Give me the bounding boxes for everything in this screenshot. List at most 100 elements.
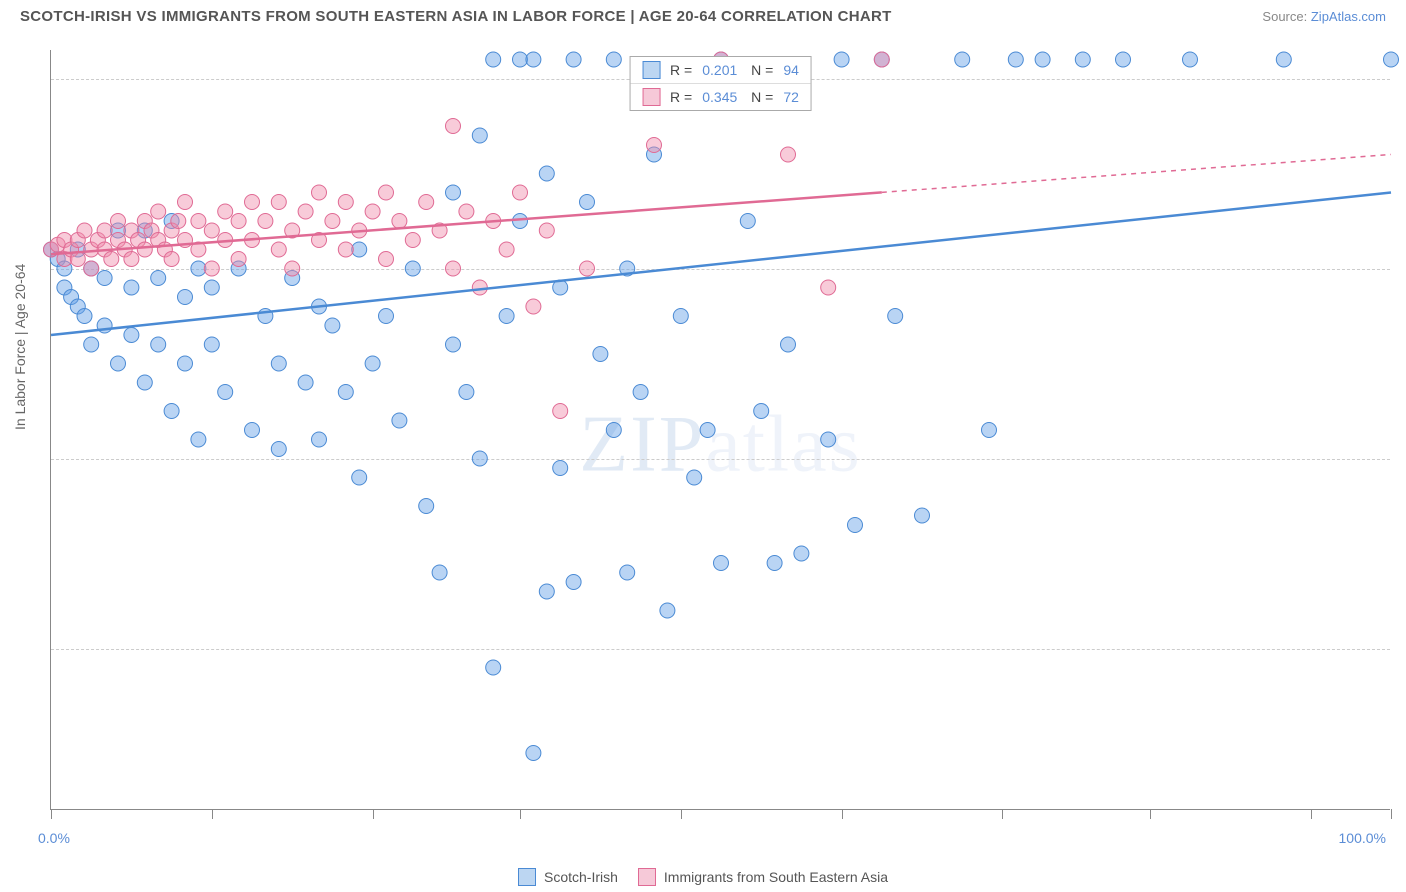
data-point [539, 166, 554, 181]
data-point [472, 280, 487, 295]
data-point [526, 746, 541, 761]
data-point [580, 195, 595, 210]
data-point [312, 185, 327, 200]
data-point [204, 223, 219, 238]
data-point [352, 470, 367, 485]
data-point [647, 138, 662, 153]
data-point [767, 556, 782, 571]
data-point [848, 518, 863, 533]
data-point [104, 252, 119, 267]
data-point [580, 261, 595, 276]
data-point [271, 195, 286, 210]
data-point [553, 461, 568, 476]
data-point [151, 337, 166, 352]
data-point [191, 261, 206, 276]
data-point [553, 404, 568, 419]
data-point [124, 252, 139, 267]
series-legend: Scotch-Irish Immigrants from South Easte… [0, 868, 1406, 886]
data-point [111, 356, 126, 371]
data-point [1276, 52, 1291, 67]
y-tick-label: 80.0% [1400, 261, 1406, 277]
data-point [245, 423, 260, 438]
x-tick [1311, 809, 1312, 819]
data-point [204, 280, 219, 295]
data-point [164, 252, 179, 267]
data-point [298, 375, 313, 390]
r-value-2: 0.345 [702, 89, 737, 105]
n-value-1: 94 [783, 62, 799, 78]
data-point [513, 214, 528, 229]
x-tick [51, 809, 52, 819]
data-point [204, 337, 219, 352]
data-point [526, 299, 541, 314]
data-point [365, 356, 380, 371]
trend-line [51, 193, 1391, 336]
data-point [231, 214, 246, 229]
data-point [446, 119, 461, 134]
chart-header: SCOTCH-IRISH VS IMMIGRANTS FROM SOUTH EA… [0, 0, 1406, 29]
data-point [754, 404, 769, 419]
data-point [271, 442, 286, 457]
data-point [77, 223, 92, 238]
data-point [325, 318, 340, 333]
data-point [446, 261, 461, 276]
data-point [405, 233, 420, 248]
data-point [781, 337, 796, 352]
data-point [821, 280, 836, 295]
y-tick-label: 60.0% [1400, 451, 1406, 467]
data-point [499, 309, 514, 324]
data-point [204, 261, 219, 276]
data-point [379, 309, 394, 324]
x-tick [212, 809, 213, 819]
data-point [178, 356, 193, 371]
n-label-2: N = [747, 89, 773, 105]
data-point [285, 261, 300, 276]
data-point [84, 337, 99, 352]
legend-swatch-2 [638, 868, 656, 886]
trend-line-extrapolated [882, 155, 1391, 193]
data-point [164, 404, 179, 419]
stats-row-2: R = 0.345 N = 72 [630, 84, 811, 110]
data-point [1035, 52, 1050, 67]
data-point [245, 195, 260, 210]
data-point [392, 413, 407, 428]
data-point [298, 204, 313, 219]
source-attribution: Source: ZipAtlas.com [1262, 9, 1386, 24]
stats-row-1: R = 0.201 N = 94 [630, 57, 811, 84]
data-point [472, 128, 487, 143]
data-point [271, 356, 286, 371]
data-point [178, 290, 193, 305]
x-tick [1391, 809, 1392, 819]
data-point [171, 214, 186, 229]
source-link[interactable]: ZipAtlas.com [1311, 9, 1386, 24]
data-point [379, 185, 394, 200]
data-point [137, 242, 152, 257]
legend-label-2: Immigrants from South Eastern Asia [664, 869, 888, 885]
data-point [955, 52, 970, 67]
data-point [915, 508, 930, 523]
r-value-1: 0.201 [702, 62, 737, 78]
data-point [84, 261, 99, 276]
data-point [151, 204, 166, 219]
data-point [539, 223, 554, 238]
data-point [566, 52, 581, 67]
n-label-1: N = [747, 62, 773, 78]
data-point [325, 214, 340, 229]
data-point [593, 347, 608, 362]
y-tick-label: 100.0% [1400, 71, 1406, 87]
n-value-2: 72 [783, 89, 799, 105]
data-point [405, 261, 420, 276]
y-axis-label: In Labor Force | Age 20-64 [12, 264, 28, 430]
legend-swatch-1 [518, 868, 536, 886]
data-point [97, 223, 112, 238]
data-point [312, 432, 327, 447]
data-point [714, 556, 729, 571]
data-point [124, 280, 139, 295]
data-point [486, 660, 501, 675]
data-point [191, 214, 206, 229]
data-point [365, 204, 380, 219]
data-point [821, 432, 836, 447]
data-point [191, 432, 206, 447]
data-point [392, 214, 407, 229]
stats-legend: R = 0.201 N = 94 R = 0.345 N = 72 [629, 56, 812, 111]
